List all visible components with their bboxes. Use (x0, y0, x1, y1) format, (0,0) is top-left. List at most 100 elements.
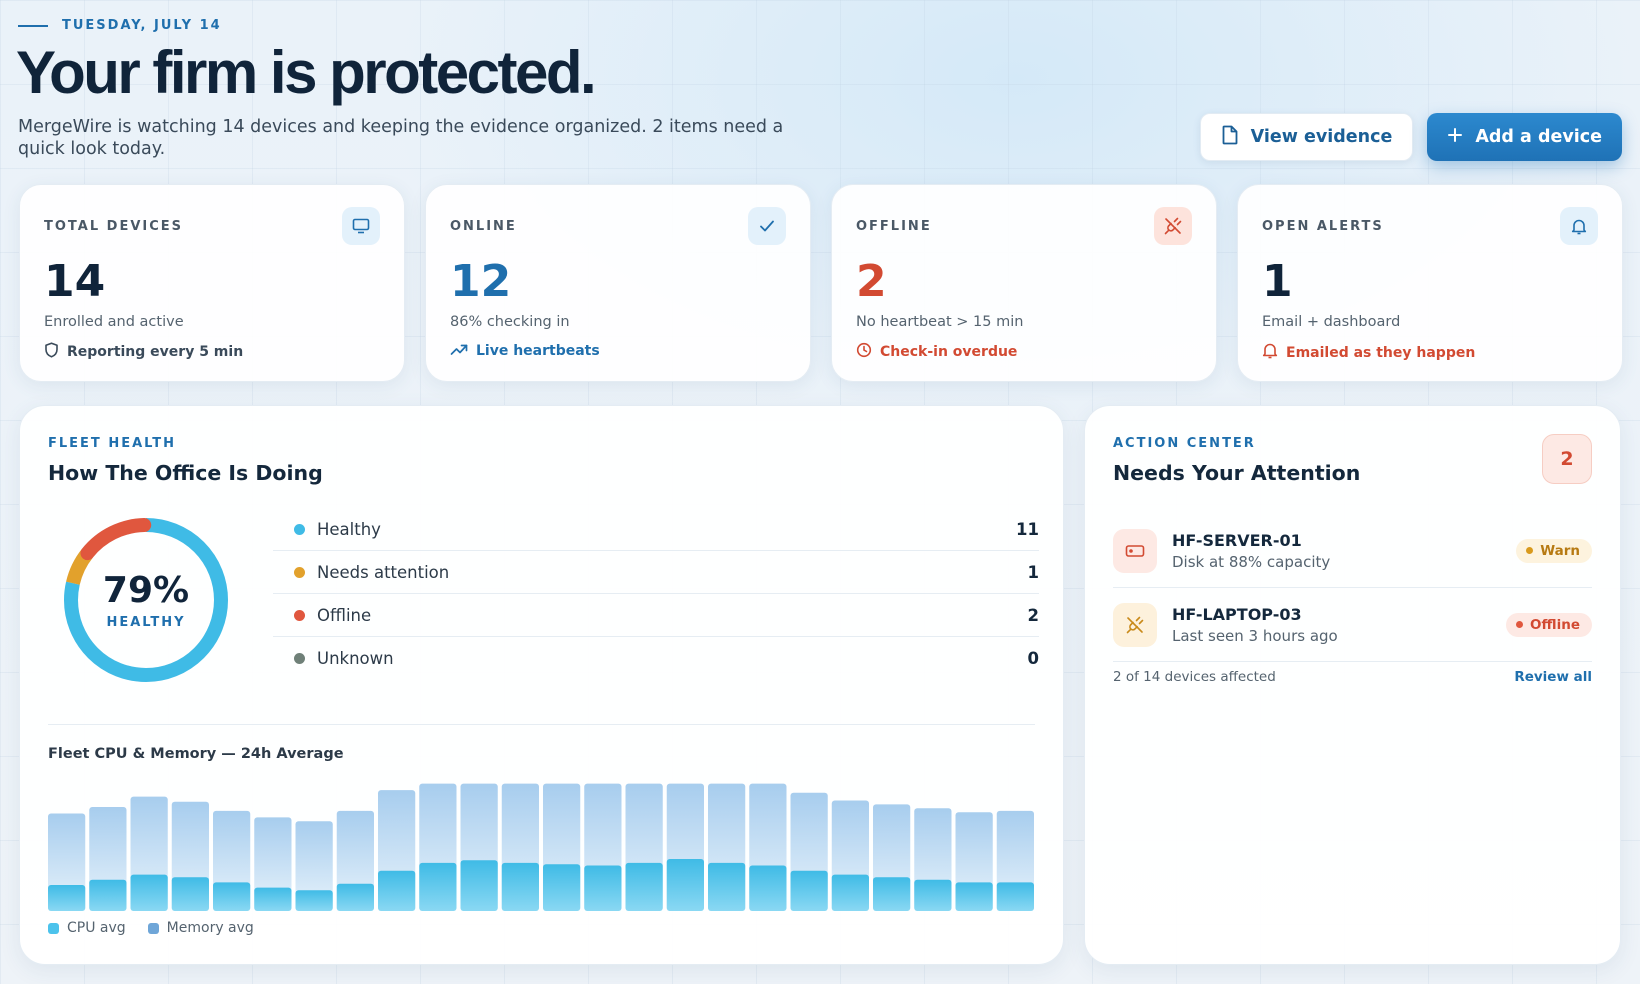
status-dot (1516, 621, 1524, 628)
cpu-bar (213, 882, 251, 911)
stat-description: Email + dashboard (1262, 314, 1401, 330)
status-dot (294, 523, 305, 535)
stat-card-online[interactable]: ONLINE 12 86% checking in Live heartbeat… (425, 184, 811, 382)
action-center-panel: ACTION CENTER Needs Your Attention 2 HF-… (1084, 405, 1621, 965)
view-evidence-button[interactable]: View evidence (1199, 113, 1414, 161)
stat-footer-text: Check-in overdue (880, 344, 1018, 360)
stat-card-open-alerts[interactable]: OPEN ALERTS 1 Email + dashboard Emailed … (1237, 184, 1623, 382)
alert-detail: Disk at 88% capacity (1172, 552, 1331, 571)
cpu-bar (708, 862, 746, 911)
legend-label: Offline (317, 605, 372, 625)
review-all-link[interactable]: Review all (1514, 669, 1592, 685)
chart-legend: CPU avg Memory avg (48, 920, 254, 936)
action-center-title: Needs Your Attention (1113, 461, 1361, 485)
stat-footer-text: Reporting every 5 min (67, 344, 244, 360)
cpu-bar (584, 865, 622, 911)
stat-value: 14 (44, 256, 106, 307)
action-center-eyebrow: ACTION CENTER (1113, 436, 1256, 451)
legend-count: 0 (1027, 649, 1039, 668)
memory-bar (295, 821, 333, 911)
eyebrow-line (18, 24, 48, 27)
alert-item-hf-laptop-03[interactable]: HF-LAPTOP-03 Last seen 3 hours ago Offli… (1113, 588, 1592, 662)
health-donut: 79% HEALTHY (62, 516, 230, 684)
donut-center: 79% HEALTHY (62, 516, 230, 684)
header-actions: View evidence Add a device (1199, 113, 1622, 161)
legend-row-healthy[interactable]: Healthy 11 (273, 508, 1039, 551)
legend-item-memory[interactable]: Memory avg (147, 920, 254, 936)
fleet-health-eyebrow: FLEET HEALTH (48, 436, 177, 451)
bell-icon (1560, 207, 1598, 245)
stat-description: 86% checking in (450, 314, 570, 330)
stat-value: 12 (450, 256, 512, 307)
status-dot (1526, 547, 1534, 554)
cpu-bar (749, 865, 787, 911)
legend-label: Healthy (317, 519, 381, 539)
affected-count: 2 of 14 devices affected (1113, 669, 1276, 685)
date-label: TUESDAY, JULY 14 (62, 18, 222, 33)
stat-card-total-devices[interactable]: TOTAL DEVICES 14 Enrolled and active Rep… (19, 184, 405, 382)
page-title: Your firm is protected. (16, 39, 597, 106)
fleet-health-title: How The Office Is Doing (48, 461, 323, 485)
status-badge: Warn (1516, 538, 1592, 563)
device-name: HF-LAPTOP-03 (1172, 604, 1302, 624)
view-evidence-label: View evidence (1250, 127, 1393, 147)
cpu-bar (501, 862, 539, 911)
cpu-bar (171, 877, 209, 911)
cpu-bar (666, 859, 704, 911)
plus-icon (1447, 127, 1463, 148)
legend-text: CPU avg (67, 920, 126, 936)
cpu-bar (996, 882, 1034, 911)
check-icon (748, 207, 786, 245)
legend-row-needs-attention[interactable]: Needs attention 1 (273, 551, 1039, 594)
unplugged-icon (1154, 207, 1192, 245)
stat-footer: Live heartbeats (450, 342, 786, 360)
cpu-bar (378, 870, 416, 911)
legend-swatch (147, 922, 159, 934)
donut-label: HEALTHY (106, 615, 186, 630)
stat-footer: Emailed as they happen (1262, 342, 1598, 363)
status-dot (294, 609, 305, 621)
section-divider (48, 724, 1035, 725)
stat-cards: TOTAL DEVICES 14 Enrolled and active Rep… (19, 184, 1623, 382)
attention-count-badge: 2 (1542, 434, 1592, 484)
cpu-bar (130, 874, 168, 911)
add-device-button[interactable]: Add a device (1427, 113, 1622, 161)
stat-value: 2 (856, 256, 887, 307)
cpu-bar (543, 864, 581, 911)
cpu-bar (48, 885, 86, 911)
status-text: Offline (1530, 616, 1580, 633)
stat-label: OFFLINE (856, 219, 932, 234)
cpu-memory-bar-chart (48, 783, 1034, 911)
legend-row-offline[interactable]: Offline 2 (273, 594, 1039, 637)
stat-card-offline[interactable]: OFFLINE 2 No heartbeat > 15 min Check-in… (831, 184, 1217, 382)
stat-footer: Reporting every 5 min (44, 342, 380, 362)
action-footer: 2 of 14 devices affected Review all (1113, 669, 1592, 685)
cpu-bar (831, 874, 869, 911)
cpu-bar (295, 890, 333, 911)
cpu-bar (419, 862, 457, 911)
trending-up-icon (450, 342, 468, 360)
cpu-bar (89, 879, 127, 911)
legend-label: Needs attention (317, 562, 450, 582)
page-subtitle: MergeWire is watching 14 devices and kee… (18, 117, 784, 159)
cpu-bar (790, 870, 828, 911)
chart-title: Fleet CPU & Memory — 24h Average (48, 746, 344, 762)
legend-row-unknown[interactable]: Unknown 0 (273, 637, 1039, 680)
donut-segment-offline (64, 518, 228, 682)
legend-item-cpu[interactable]: CPU avg (48, 920, 126, 936)
legend-count: 2 (1027, 605, 1039, 625)
status-dot (294, 566, 305, 578)
legend-swatch (48, 922, 59, 934)
document-icon (1221, 125, 1239, 150)
alert-detail: Last seen 3 hours ago (1172, 626, 1338, 645)
alert-item-hf-server-01[interactable]: HF-SERVER-01 Disk at 88% capacity Warn (1113, 514, 1592, 588)
cpu-bar (955, 882, 993, 911)
stat-footer-text: Live heartbeats (476, 343, 600, 359)
cpu-bar (873, 877, 911, 911)
stat-value: 1 (1262, 256, 1293, 307)
stat-label: OPEN ALERTS (1262, 219, 1384, 234)
fleet-health-panel: FLEET HEALTH How The Office Is Doing 79%… (19, 405, 1064, 965)
stat-description: Enrolled and active (44, 314, 184, 330)
legend-count: 11 (1016, 519, 1039, 539)
legend-text: Memory avg (166, 920, 254, 936)
